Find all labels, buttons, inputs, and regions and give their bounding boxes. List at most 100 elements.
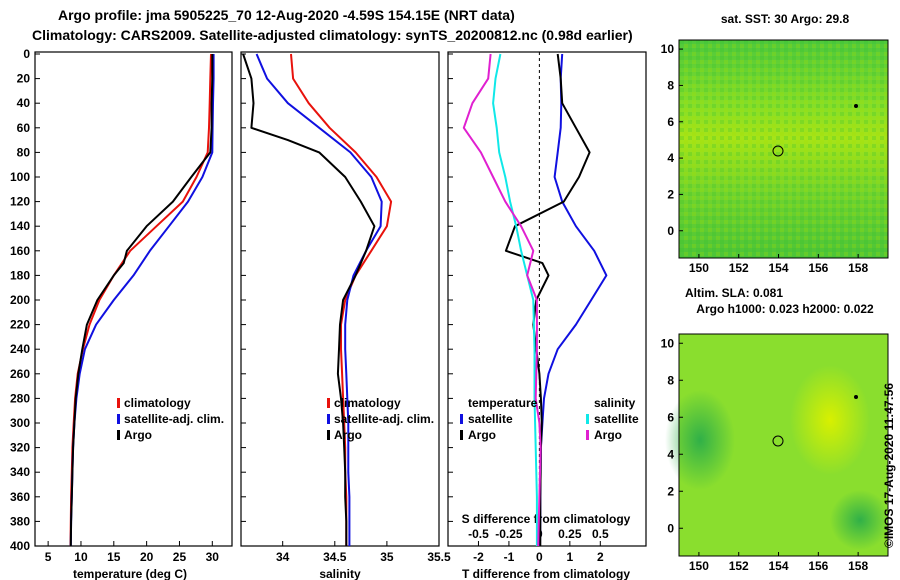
map-y-tick-label: 6 — [667, 115, 674, 129]
x-tick-label: 30 — [206, 550, 220, 564]
sst-x-ticks: 150 152 154 156 158 — [689, 254, 868, 275]
depth-tick-label: 80 — [17, 145, 31, 159]
depth-tick-label: 20 — [17, 72, 31, 86]
series-line-argo — [242, 53, 376, 546]
sla-map-frame — [678, 333, 889, 557]
difference-panel-frame — [447, 51, 647, 547]
series-line-satellite-adj-clim- — [255, 53, 383, 546]
legend-swatch-argo — [327, 430, 330, 440]
series-line-s-satellite — [492, 53, 538, 546]
difference-xlabel: T difference from climatology — [462, 567, 630, 580]
legend-label-climatology: climatology — [334, 396, 401, 410]
series-line-t-satellite — [539, 53, 608, 547]
x-tick-label: 1 — [567, 550, 574, 564]
legend-title-salinity: salinity — [594, 396, 636, 410]
map-x-tick-label: 156 — [808, 559, 828, 573]
salinity-panel-frame — [240, 51, 440, 547]
depth-tick-label: 140 — [10, 219, 30, 233]
legend-swatch-s-argo — [586, 430, 589, 440]
series-line-climatology — [290, 53, 393, 546]
x-tick-label: 35 — [380, 550, 394, 564]
map-y-tick-label: 10 — [661, 336, 675, 350]
profile-series — [69, 53, 608, 547]
x-tick-label: 2 — [597, 550, 604, 564]
legend-label-argo: Argo — [334, 428, 362, 442]
legend-swatch-t-argo — [460, 430, 463, 440]
legend-title-temperature: temperature — [468, 396, 538, 410]
x-tick-label: 5 — [45, 550, 52, 564]
depth-tick-label: 60 — [17, 121, 31, 135]
legend-swatch-s-satellite — [586, 414, 589, 424]
map-x-tick-label: 152 — [729, 261, 749, 275]
legend-swatch-satellite — [117, 414, 120, 424]
x-tick-label: 25 — [173, 550, 187, 564]
sla-x-ticks: 150 152 154 156 158 — [689, 552, 868, 573]
legend-label-climatology: climatology — [124, 396, 191, 410]
sst-y-ticks: 0 2 4 6 8 10 — [661, 42, 683, 238]
legend-label-s-satellite: satellite — [594, 412, 639, 426]
legend-swatch-climatology — [327, 398, 330, 408]
map-x-tick-label: 158 — [848, 559, 868, 573]
depth-tick-label: 100 — [10, 170, 30, 184]
sla-island-marker — [854, 395, 858, 399]
series-line-satellite-adj-clim- — [69, 54, 215, 547]
depth-tick-label: 380 — [10, 514, 30, 528]
depth-tick-label: 340 — [10, 465, 30, 479]
figure-title-line2: Climatology: CARS2009. Satellite-adjuste… — [32, 27, 633, 43]
map-y-tick-label: 8 — [667, 373, 674, 387]
sla-map-title-line2: Argo h1000: 0.023 h2000: 0.022 — [696, 302, 874, 316]
legend-label-t-satellite: satellite — [468, 412, 513, 426]
x-tick-label: 34.5 — [323, 550, 347, 564]
map-x-tick-label: 152 — [729, 559, 749, 573]
salinity-legend: climatology satellite-adj. clim. Argo — [327, 396, 434, 442]
map-x-tick-label: 158 — [848, 261, 868, 275]
sla-argo-marker — [772, 435, 784, 447]
map-y-tick-label: 10 — [661, 42, 675, 56]
depth-tick-label: 180 — [10, 268, 30, 282]
series-line-t-argo — [504, 53, 591, 546]
depth-tick-label: 280 — [10, 391, 30, 405]
x-tick-label: 0 — [536, 550, 543, 564]
salinity-xlabel: salinity — [319, 567, 361, 580]
legend-swatch-t-satellite — [460, 414, 463, 424]
figure-title-line1: Argo profile: jma 5905225_70 12-Aug-2020… — [58, 7, 515, 23]
map-x-tick-label: 154 — [769, 261, 789, 275]
sst-field-texture — [679, 40, 888, 258]
map-y-tick-label: 4 — [667, 447, 674, 461]
sla-y-ticks: 0 2 4 6 8 10 — [661, 336, 683, 535]
difference-legend: temperature salinity satellite Argo sate… — [460, 396, 639, 442]
map-x-tick-label: 156 — [808, 261, 828, 275]
depth-tick-label: 300 — [10, 416, 30, 430]
depth-tick-label: 220 — [10, 318, 30, 332]
legend-label-satellite: satellite-adj. clim. — [124, 412, 224, 426]
legend-swatch-satellite — [327, 414, 330, 424]
depth-tick-label: 320 — [10, 441, 30, 455]
series-line-s-argo — [462, 53, 542, 547]
map-y-tick-label: 2 — [667, 484, 674, 498]
x-tick-label: 34 — [276, 550, 290, 564]
sla-low-anomaly — [665, 390, 735, 490]
map-x-tick-label: 150 — [689, 559, 709, 573]
sst-map — [678, 39, 889, 259]
x-tick-label-top: 0.25 — [558, 527, 582, 541]
depth-tick-label: 400 — [10, 539, 30, 553]
sla-high-anomaly — [790, 365, 870, 475]
x-tick-label-top: -0.25 — [495, 527, 523, 541]
depth-tick-label: 160 — [10, 244, 30, 258]
depth-tick-label: 360 — [10, 490, 30, 504]
map-x-tick-label: 150 — [689, 261, 709, 275]
x-tick-label: -2 — [473, 550, 484, 564]
x-tick-label: 15 — [107, 550, 121, 564]
x-tick-label-top: 0.5 — [592, 527, 609, 541]
sla-low-anomaly-2 — [830, 490, 890, 550]
sst-argo-marker — [772, 145, 784, 157]
legend-label-s-argo: Argo — [594, 428, 622, 442]
legend-swatch-climatology — [117, 398, 120, 408]
legend-label-t-argo: Argo — [468, 428, 496, 442]
depth-tick-label: 0 — [23, 47, 30, 61]
depth-tick-label: 40 — [17, 96, 31, 110]
legend-label-satellite: satellite-adj. clim. — [334, 412, 434, 426]
salinity-difference-xlabel: S difference from climatology — [462, 512, 631, 526]
series-line-argo — [69, 54, 214, 547]
